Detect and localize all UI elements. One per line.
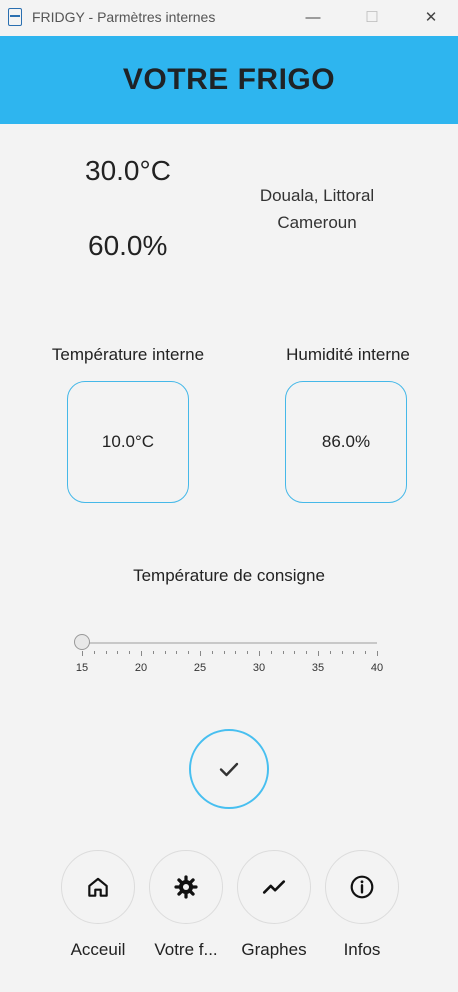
maximize-button[interactable]: ☐ (365, 9, 379, 26)
nav-graphs-button[interactable] (237, 850, 311, 924)
slider-minor-tick (152, 651, 154, 654)
page-title: VOTRE FRIGO (122, 63, 336, 96)
slider-tick-label: 30 (252, 662, 266, 674)
slider-minor-tick (247, 651, 249, 654)
nav-settings-label[interactable]: Votre f... (154, 940, 218, 959)
slider-major-tick (318, 651, 319, 656)
app-header: VOTRE FRIGO (0, 36, 458, 124)
slider-tick-label: 25 (193, 662, 207, 674)
slider-major-tick (377, 651, 378, 656)
home-icon (88, 877, 108, 897)
slider-minor-tick (353, 651, 355, 654)
internal-temperature-label: Température interne (51, 345, 205, 364)
slider-minor-tick (117, 651, 119, 654)
slider-tick-label: 40 (370, 662, 384, 674)
slider-minor-tick (176, 651, 178, 654)
location-line1: Douala, Littoral (259, 186, 375, 205)
fridge-app-icon (8, 8, 22, 26)
internal-temperature-box: 10.0°C (67, 381, 189, 503)
window-title: FRIDGY - Parmètres internes (32, 9, 216, 25)
outdoor-temperature: 30.0°C (85, 155, 171, 186)
slider-minor-tick (270, 651, 272, 654)
slider-minor-tick (282, 651, 284, 654)
slider-minor-tick (93, 651, 95, 654)
check-icon (219, 762, 239, 777)
nav-info-button[interactable] (325, 850, 399, 924)
nav-graphs-label[interactable]: Graphes (241, 940, 307, 959)
nav-home-button[interactable] (61, 850, 135, 924)
slider-minor-tick (188, 651, 190, 654)
slider-minor-tick (105, 651, 107, 654)
slider-tick-label: 20 (134, 662, 148, 674)
outdoor-humidity: 60.0% (88, 230, 168, 261)
confirm-button[interactable] (189, 729, 269, 809)
slider-minor-tick (235, 651, 237, 654)
info-icon (350, 875, 374, 899)
slider-minor-tick (365, 651, 367, 654)
slider-minor-tick (329, 651, 331, 654)
setpoint-label: Température de consigne (133, 566, 325, 585)
slider-tick-label: 35 (311, 662, 325, 674)
slider-minor-tick (294, 651, 296, 654)
slider-major-tick (141, 651, 142, 656)
gear-icon (174, 875, 198, 899)
nav-home-label[interactable]: Acceuil (70, 940, 126, 959)
location-line2: Cameroun (277, 213, 357, 232)
minimize-button[interactable]: — (305, 8, 321, 26)
slider-tick-label: 15 (75, 662, 89, 674)
internal-humidity-box: 86.0% (285, 381, 407, 503)
slider-minor-tick (306, 651, 308, 654)
nav-settings-button[interactable] (149, 850, 223, 924)
slider-minor-tick (341, 651, 343, 654)
internal-humidity-value: 86.0% (321, 432, 371, 451)
internal-temperature-value: 10.0°C (101, 432, 155, 451)
slider-major-tick (200, 651, 201, 656)
slider-minor-tick (223, 651, 225, 654)
nav-info-label[interactable]: Infos (343, 940, 381, 959)
slider-thumb[interactable] (74, 634, 90, 650)
slider-minor-tick (129, 651, 131, 654)
close-button[interactable]: ✕ (424, 9, 438, 26)
slider-minor-tick (164, 651, 166, 654)
trending-icon (262, 880, 286, 894)
slider-track[interactable] (82, 642, 377, 644)
slider-major-tick (82, 651, 83, 656)
title-bar: FRIDGY - Parmètres internes — ☐ ✕ (0, 0, 458, 36)
internal-humidity-label: Humidité interne (286, 345, 410, 364)
slider-major-tick (259, 651, 260, 656)
slider-minor-tick (211, 651, 213, 654)
